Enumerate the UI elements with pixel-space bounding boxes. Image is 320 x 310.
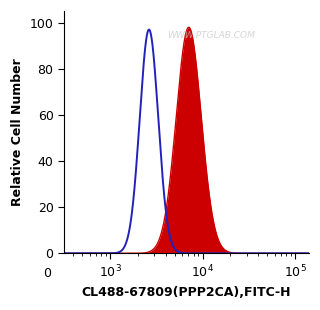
Text: 0: 0 — [43, 267, 51, 280]
Text: WWW.PTGLAB.COM: WWW.PTGLAB.COM — [167, 31, 255, 40]
Y-axis label: Relative Cell Number: Relative Cell Number — [11, 58, 24, 206]
X-axis label: CL488-67809(PPP2CA),FITC-H: CL488-67809(PPP2CA),FITC-H — [82, 286, 291, 299]
